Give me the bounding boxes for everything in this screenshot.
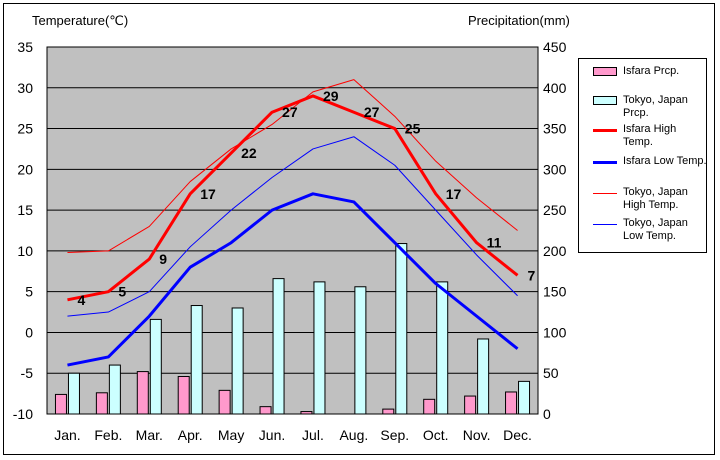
legend-label: Isfara Low Temp. [623, 155, 707, 167]
left-axis-title: Temperature(℃) [32, 13, 129, 28]
line-tokyo-japan-low-temp [67, 136, 518, 317]
legend-label: Isfara Prcp. [623, 65, 680, 77]
legend-line-isfara-low [593, 161, 617, 164]
right-tick-label: 300 [543, 161, 567, 177]
right-tick-label: 50 [543, 365, 559, 381]
right-tick-label: 250 [543, 202, 567, 218]
legend-label: Isfara High Temp. [623, 123, 677, 148]
left-tick-label: 30 [17, 80, 33, 96]
data-label: 4 [77, 292, 85, 308]
x-tick-label: Oct. [423, 427, 449, 443]
legend-label: Tokyo, Japan Prcp. [623, 94, 688, 119]
left-tick-label: 25 [17, 121, 33, 137]
x-tick-label: Jan. [54, 427, 80, 443]
bar-tokyo-japan-prcp [436, 281, 449, 415]
data-label: 27 [364, 104, 380, 120]
x-tick-label: Aug. [339, 427, 368, 443]
data-label: 11 [487, 235, 502, 251]
bar-tokyo-japan-prcp [272, 278, 285, 415]
bar-isfara-prcp [54, 393, 67, 415]
left-tick-label: 20 [17, 161, 33, 177]
legend-item: Tokyo, Japan Low Temp. [583, 217, 703, 245]
bar-tokyo-japan-prcp [518, 380, 531, 415]
bar-isfara-prcp [464, 395, 477, 415]
left-tick-label: -5 [21, 365, 34, 381]
bar-isfara-prcp [382, 408, 395, 415]
bar-tokyo-japan-prcp [477, 338, 490, 415]
x-tick-label: Dec. [503, 427, 532, 443]
data-label: 25 [405, 121, 421, 137]
data-label: 22 [241, 145, 257, 161]
left-tick-label: 15 [17, 202, 33, 218]
plot-area [47, 47, 538, 414]
x-tick-label: Sep. [380, 427, 409, 443]
bar-isfara-prcp [259, 406, 272, 415]
x-tick-label: Jun. [259, 427, 285, 443]
bar-isfara-prcp [136, 371, 149, 415]
data-label: 17 [446, 186, 462, 202]
line-isfara-low-temp [67, 192, 519, 367]
legend-item: Isfara Low Temp. [583, 155, 707, 183]
bar-tokyo-japan-prcp [67, 372, 80, 415]
data-label: 9 [159, 251, 167, 267]
x-tick-label: Feb. [94, 427, 122, 443]
bar-tokyo-japan-prcp [354, 286, 367, 415]
legend-item: Isfara High Temp. [583, 123, 703, 151]
right-tick-label: 150 [543, 284, 567, 300]
left-tick-label: 35 [17, 39, 33, 55]
data-label: 7 [528, 267, 536, 283]
legend-item: Tokyo, Japan High Temp. [583, 186, 703, 214]
legend-item: Isfara Prcp. [583, 65, 703, 79]
bar-isfara-prcp [505, 391, 518, 415]
x-tick-label: Mar. [136, 427, 163, 443]
left-tick-label: 0 [25, 324, 33, 340]
legend: Isfara Prcp. Tokyo, Japan Prcp. Isfara H… [578, 58, 707, 253]
right-tick-label: 0 [543, 406, 551, 422]
left-tick-label: -10 [13, 406, 33, 422]
right-tick-label: 450 [543, 39, 567, 55]
bar-tokyo-japan-prcp [149, 318, 162, 415]
legend-swatch-isfara-prcp [593, 67, 617, 76]
legend-line-tokyo-low [593, 224, 617, 225]
right-tick-label: 200 [543, 243, 567, 259]
plot-border [46, 46, 539, 415]
legend-label: Tokyo, Japan High Temp. [623, 186, 688, 211]
x-tick-label: May [218, 427, 244, 443]
bar-tokyo-japan-prcp [231, 307, 244, 415]
x-tick-label: Apr. [178, 427, 203, 443]
data-label: 27 [282, 104, 298, 120]
bar-isfara-prcp [177, 375, 190, 415]
data-label: 5 [118, 284, 126, 300]
bar-tokyo-japan-prcp [108, 364, 121, 415]
right-tick-label: 100 [543, 324, 567, 340]
legend-line-isfara-high [593, 129, 617, 132]
legend-line-tokyo-high [593, 193, 617, 194]
right-tick-label: 350 [543, 121, 567, 137]
line-isfara-high-temp [67, 94, 519, 302]
right-axis-title: Precipitation(mm) [468, 13, 570, 28]
legend-label: Tokyo, Japan Low Temp. [623, 217, 688, 242]
legend-item: Tokyo, Japan Prcp. [583, 94, 703, 122]
bar-tokyo-japan-prcp [313, 281, 326, 415]
x-tick-label: Nov. [463, 427, 491, 443]
bar-isfara-prcp [95, 392, 108, 415]
bar-tokyo-japan-prcp [395, 243, 408, 415]
data-label: 29 [323, 88, 339, 104]
line-tokyo-japan-high-temp [67, 79, 518, 254]
x-tick-label: Jul. [302, 427, 324, 443]
legend-swatch-tokyo-prcp [593, 96, 617, 105]
data-label: 17 [200, 186, 216, 202]
bar-isfara-prcp [218, 389, 231, 415]
bar-isfara-prcp [423, 398, 436, 415]
right-tick-label: 400 [543, 80, 567, 96]
bar-tokyo-japan-prcp [190, 305, 203, 415]
left-tick-label: 10 [17, 243, 33, 259]
left-tick-label: 5 [25, 284, 33, 300]
